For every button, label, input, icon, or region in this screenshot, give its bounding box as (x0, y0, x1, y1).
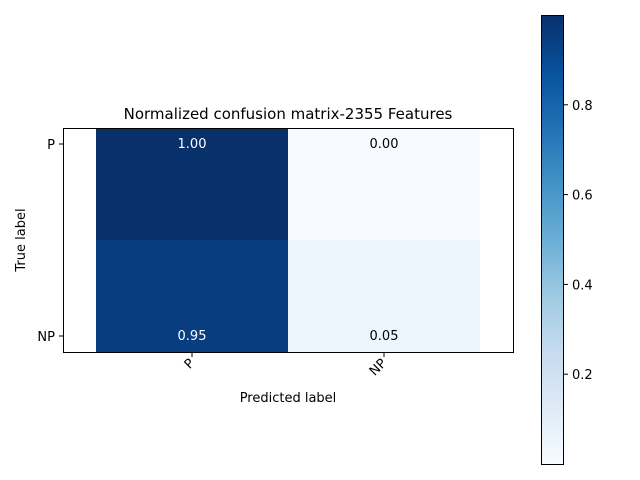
colorbar-ticks: 0.2 0.4 0.6 0.8 (563, 99, 593, 383)
cell-annotations: 1.00 0.00 0.95 0.05 (178, 137, 399, 344)
cell-value-label: 0.05 (370, 329, 399, 344)
cell-value-label: 0.95 (178, 329, 207, 344)
colorbar-tick-label: 0.4 (572, 278, 593, 293)
y-axis-ticks: P NP (37, 138, 64, 345)
heatmap-cell (96, 240, 288, 352)
plot-frame (63, 128, 514, 353)
chart-title: Normalized confusion matrix-2355 Feature… (124, 105, 453, 123)
x-tick-label: P (182, 356, 198, 372)
cell-value-label: 1.00 (178, 137, 207, 152)
cell-value-label: 0.00 (370, 137, 399, 152)
colorbar-frame (541, 15, 564, 465)
y-tick-label: P (47, 138, 55, 153)
colorbar-tick-label: 0.2 (572, 368, 593, 383)
heatmap-cells (96, 129, 480, 352)
x-tick-label: NP (367, 356, 390, 379)
x-axis-ticks: P NP (182, 352, 390, 379)
y-axis-label: True label (14, 208, 29, 272)
y-tick-label: NP (37, 330, 55, 345)
heatmap-cell (288, 240, 480, 352)
heatmap-cell (288, 129, 480, 240)
colorbar-tick-label: 0.8 (572, 99, 593, 114)
heatmap-cell (96, 129, 288, 240)
x-axis-label: Predicted label (240, 391, 337, 406)
colorbar (541, 15, 563, 464)
colorbar-tick-label: 0.6 (572, 189, 593, 204)
